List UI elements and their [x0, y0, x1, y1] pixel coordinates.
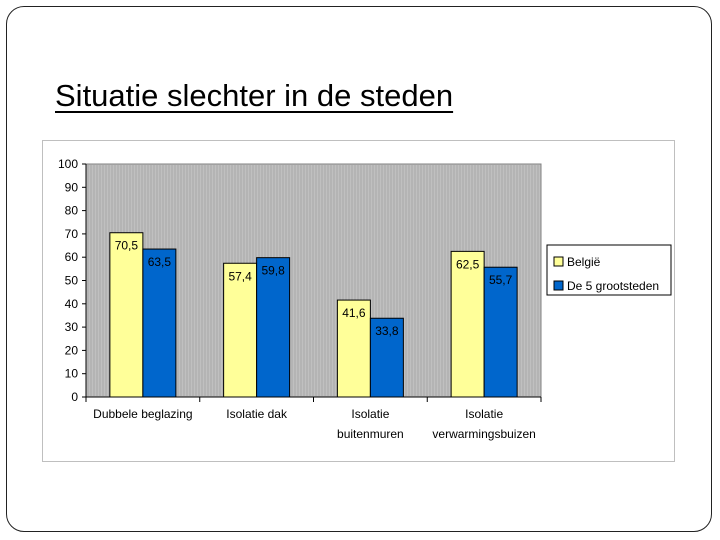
legend-label: België — [567, 255, 601, 269]
x-tick-label: Isolatie — [465, 407, 503, 421]
x-tick-label: buitenmuren — [337, 427, 404, 441]
legend-swatch — [553, 280, 564, 291]
y-tick-label: 50 — [65, 274, 79, 288]
bar — [142, 248, 177, 398]
bar — [256, 257, 291, 398]
data-label: 57,4 — [228, 269, 252, 283]
data-label: 63,5 — [148, 255, 172, 269]
x-tick-label: Dubbele beglazing — [93, 407, 192, 421]
y-tick-label: 100 — [58, 157, 78, 171]
bar-chart: 0 10 20 30 40 50 60 70 80 90 100 70,5 63,5 Dubbele be… — [58, 157, 672, 441]
y-tick-label: 70 — [65, 227, 79, 241]
legend-swatch — [553, 256, 564, 267]
bar — [450, 250, 485, 398]
bar — [109, 232, 144, 398]
y-tick-label: 20 — [65, 343, 79, 357]
data-label: 33,8 — [375, 324, 399, 338]
legend-label: De 5 grootsteden — [567, 279, 659, 293]
chart-container: 0 10 20 30 40 50 60 70 80 90 100 70,5 63,5 Dubbele be… — [42, 140, 675, 462]
data-label: 55,7 — [489, 273, 513, 287]
bar — [483, 266, 518, 398]
y-tick-label: 10 — [65, 367, 79, 381]
data-label: 70,5 — [115, 239, 139, 253]
bar — [369, 317, 404, 398]
y-tick-label: 0 — [71, 390, 78, 404]
x-tick-label: Isolatie dak — [226, 407, 288, 421]
data-label: 59,8 — [261, 264, 285, 278]
x-tick-label: verwarmingsbuizen — [432, 427, 535, 441]
y-tick-label: 80 — [65, 204, 79, 218]
data-label: 62,5 — [456, 257, 480, 271]
data-label: 41,6 — [342, 306, 366, 320]
bar — [223, 262, 258, 398]
legend — [546, 244, 672, 296]
y-tick-label: 90 — [65, 180, 79, 194]
y-tick-label: 60 — [65, 250, 79, 264]
slide-title: Situatie slechter in de steden — [55, 78, 454, 113]
x-tick-label: Isolatie — [351, 407, 389, 421]
y-tick-label: 40 — [65, 297, 79, 311]
y-tick-label: 30 — [65, 320, 79, 334]
